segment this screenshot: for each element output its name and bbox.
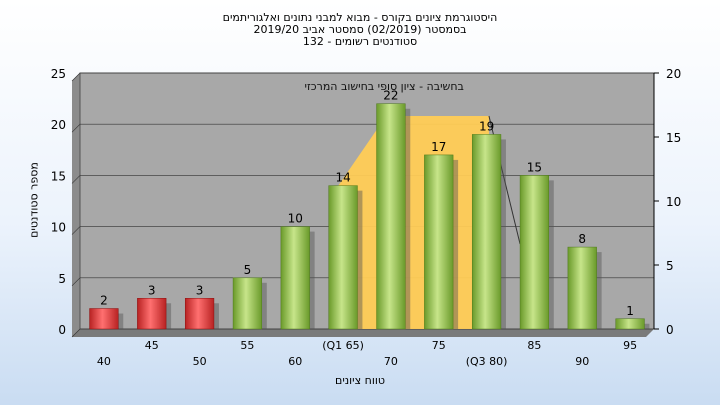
bar-value-label: 2: [100, 294, 108, 308]
bar: [328, 185, 358, 330]
x-tick-label: 90: [575, 355, 589, 368]
x-tick-label: 50: [193, 355, 207, 368]
x-tick-label: 55: [240, 339, 254, 352]
bar-value-label: 3: [196, 283, 204, 297]
bar: [424, 154, 454, 330]
bar: [232, 277, 263, 330]
bar: [137, 298, 167, 330]
bar: [615, 318, 645, 330]
y-axis-label: מספר סטודנטים: [27, 162, 41, 238]
bar: [471, 134, 502, 330]
bar: [519, 175, 550, 330]
x-tick-label: 75: [432, 339, 446, 352]
bar-value-label: 17: [431, 140, 446, 154]
bar-value-label: 1: [626, 304, 634, 318]
y-tick-label-left: 25: [51, 67, 66, 81]
bar: [89, 308, 119, 330]
bar-value-label: 15: [527, 160, 542, 174]
bar-value-label: 14: [335, 171, 350, 185]
bar-value-label: 19: [479, 119, 494, 133]
y-tick-label-left: 20: [51, 118, 66, 132]
y-tick-label-right: 20: [666, 67, 681, 81]
chart-title-line1: היסטוגרמת ציונים בקורס - מבוא למבני נתונ…: [222, 11, 498, 24]
gridline-side: [71, 123, 81, 133]
plot-side-wall: [72, 73, 80, 337]
x-tick-label: (Q1 65): [322, 339, 364, 352]
bar-value-label: 5: [244, 263, 252, 277]
x-tick-label: 60: [288, 355, 302, 368]
x-axis-label: טווח ציונים: [335, 374, 385, 387]
y-tick-label-right: 0: [666, 323, 674, 337]
plot-floor: [72, 329, 654, 337]
bar-value-label: 10: [288, 212, 303, 226]
chart-title-line3: סטודנטים רשומים - 132: [302, 35, 418, 48]
y-tick-label-left: 10: [51, 221, 66, 235]
y-tick-label-right: 5: [666, 259, 674, 273]
bar: [280, 226, 310, 330]
y-tick-label-right: 10: [666, 195, 681, 209]
y-tick-label-right: 15: [666, 131, 681, 145]
chart-title-line2: בסמסטר (02/2019) סמסטר אביב 2019/20: [253, 23, 467, 36]
gridline-side: [71, 328, 81, 338]
y-tick-label-left: 5: [58, 272, 66, 286]
gridline-side: [71, 175, 81, 184]
y-tick-label-left: 15: [51, 169, 66, 183]
gridline-side: [71, 226, 81, 235]
bar-value-label: 22: [383, 89, 398, 103]
bar: [376, 103, 406, 330]
x-tick-label: (Q3 80): [466, 355, 508, 368]
bar: [567, 246, 597, 330]
gridline-side: [71, 72, 81, 82]
x-tick-label: 95: [623, 339, 637, 352]
x-tick-label: 85: [527, 339, 541, 352]
y-tick-label-left: 0: [58, 323, 66, 337]
band-annotation: בחשיבה - ציון סופי בחישוב המרכזי: [305, 80, 464, 93]
bar: [184, 298, 215, 330]
bar-value-label: 8: [578, 232, 586, 246]
x-tick-label: 40: [97, 355, 111, 368]
x-tick-label: 45: [145, 339, 159, 352]
x-tick-label: 70: [384, 355, 398, 368]
bar-value-label: 3: [148, 283, 156, 297]
gridline-side: [71, 277, 81, 287]
